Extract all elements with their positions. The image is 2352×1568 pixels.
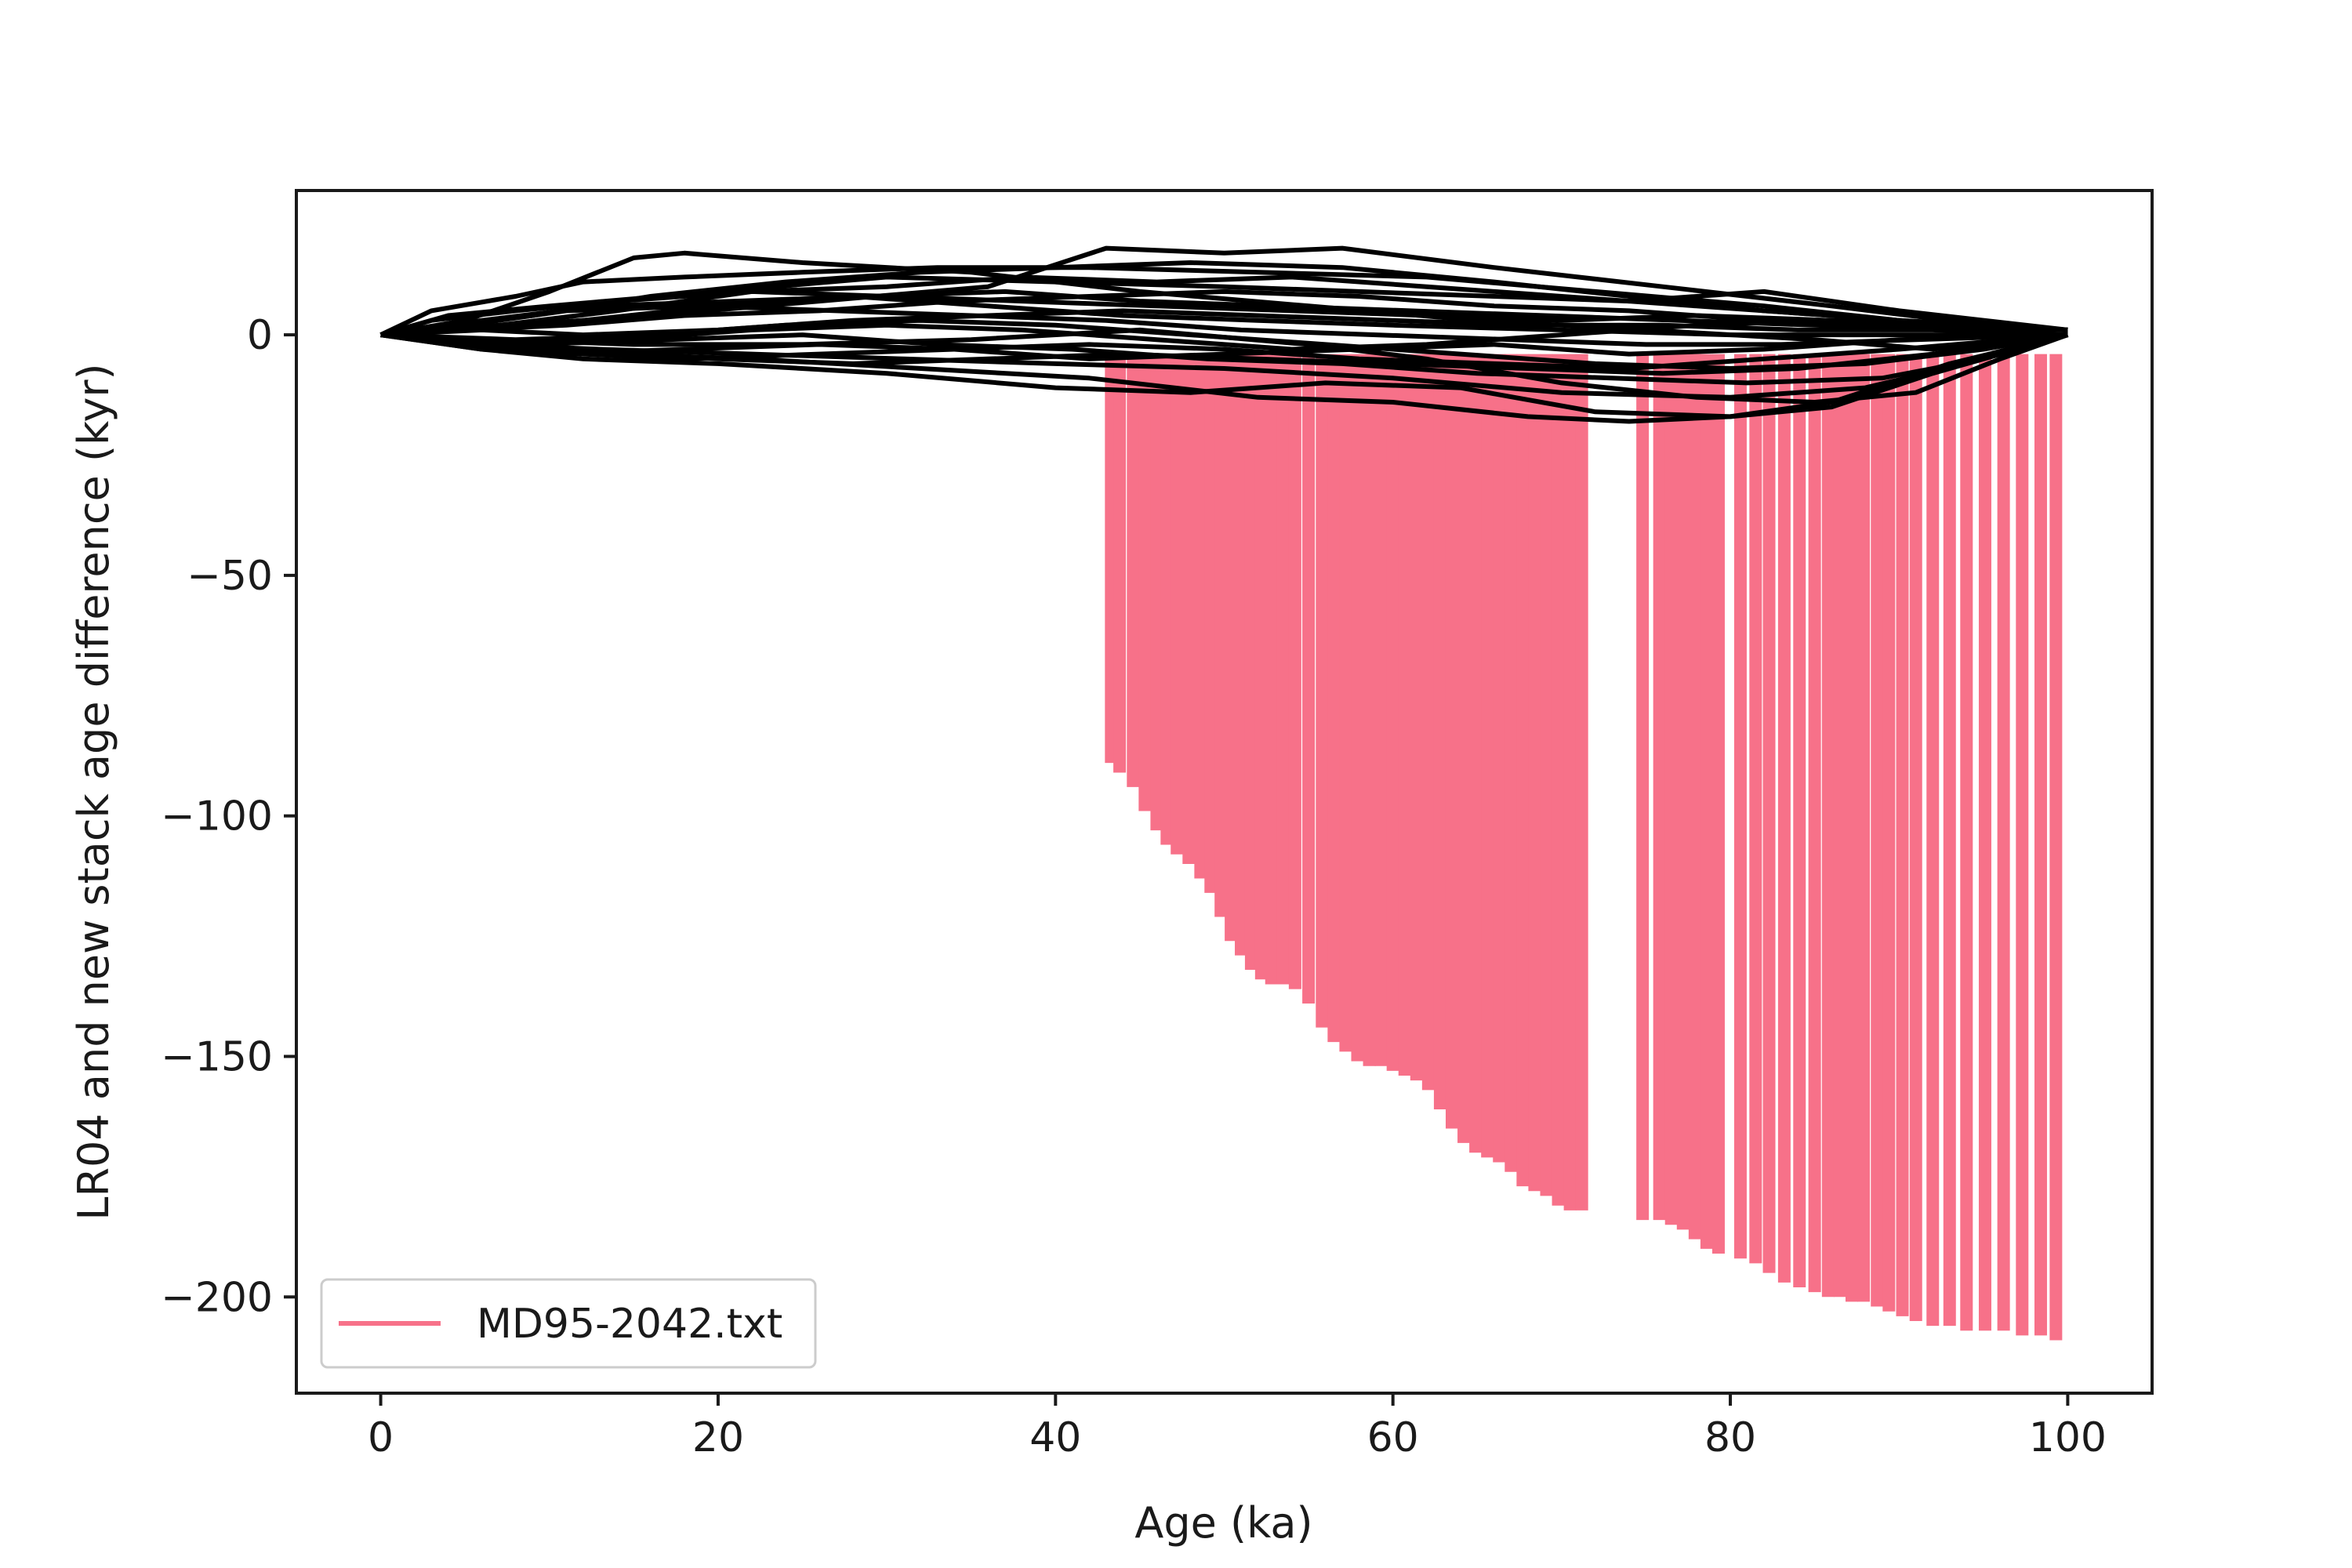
ensemble-line-21 <box>380 332 2068 371</box>
ensemble-line-17 <box>380 308 2068 338</box>
x-axis-label: Age (ka) <box>1134 1498 1312 1548</box>
ensemble-line-15 <box>380 289 2068 338</box>
ensemble-line-6 <box>380 327 2069 405</box>
x-tick-label-0: 0 <box>368 1414 394 1461</box>
ensemble-line-18 <box>380 303 2068 347</box>
y-tick-label-1: −50 <box>187 553 273 600</box>
ensemble-line-7 <box>380 294 2068 338</box>
ensemble-line-2 <box>380 332 2069 419</box>
x-tick-label-1: 20 <box>692 1414 744 1461</box>
series-md95-2042-spikes <box>1105 354 2063 1341</box>
x-tick-label-4: 80 <box>1704 1414 1756 1461</box>
ensemble-lines <box>379 245 2069 424</box>
legend-label: MD95-2042.txt <box>477 1301 782 1348</box>
y-tick-label-0: 0 <box>247 312 273 359</box>
ensemble-line-20 <box>379 289 2068 337</box>
legend: MD95-2042.txt <box>320 1278 817 1369</box>
y-tick-label-2: −100 <box>161 793 273 840</box>
y-tick-label-3: −150 <box>161 1033 273 1080</box>
y-tick-label-4: −200 <box>161 1274 273 1321</box>
y-axis-ticks: 0 −50 −100 −150 −200 <box>161 312 296 1321</box>
y-axis-label: LR04 and new stack age difference (kyr) <box>69 363 118 1220</box>
x-axis-ticks: 0 20 40 60 80 100 <box>368 1393 2107 1461</box>
x-tick-label-3: 60 <box>1367 1414 1419 1461</box>
x-tick-label-2: 40 <box>1029 1414 1081 1461</box>
plot-frame <box>295 189 2154 1395</box>
x-tick-label-5: 100 <box>2029 1414 2107 1461</box>
legend-box <box>320 1278 817 1369</box>
